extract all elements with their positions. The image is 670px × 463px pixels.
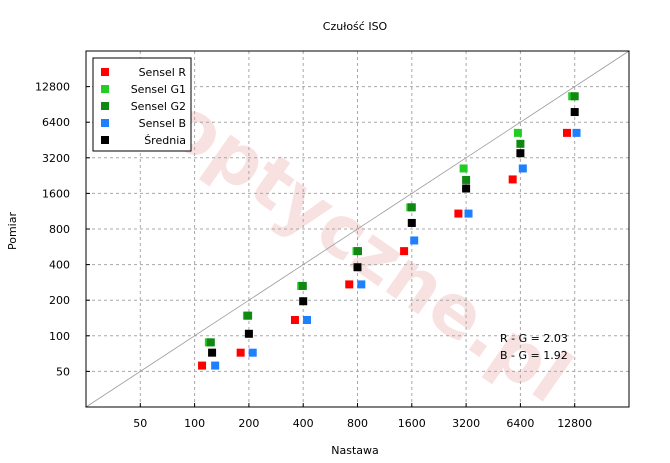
point-series-2: [244, 311, 253, 320]
point-series-0: [508, 175, 517, 184]
point-series-3: [303, 316, 312, 325]
annotation-rg: R - G = 2.03: [500, 332, 568, 345]
point-series-3: [518, 164, 527, 173]
point-series-2: [298, 281, 307, 290]
legend-label: Średnia: [144, 134, 186, 147]
point-series-3: [357, 280, 366, 289]
y-tick-label: 50: [56, 365, 70, 378]
x-tick-label: 200: [238, 417, 259, 430]
y-tick-label: 800: [49, 223, 70, 236]
point-series-4: [516, 149, 525, 158]
point-series-3: [572, 128, 581, 137]
point-series-4: [299, 297, 308, 306]
point-series-2: [462, 175, 471, 184]
reference-line: [85, 50, 630, 408]
y-axis-label: Pomiar: [6, 212, 19, 250]
point-series-2: [570, 92, 579, 101]
x-axis: 50 100 200 400 800 1600 3200 6400 12800: [133, 403, 592, 430]
y-tick-label: 400: [49, 259, 70, 272]
point-series-3: [211, 361, 220, 370]
y-axis: 50 100 200 400 800 1600 3200 6400 12800: [35, 81, 90, 378]
point-series-0: [562, 128, 571, 137]
data-points: [198, 92, 581, 370]
y-tick-label: 3200: [42, 152, 70, 165]
point-series-1: [459, 164, 468, 173]
point-series-4: [570, 108, 579, 117]
point-series-0: [400, 247, 409, 256]
x-tick-label: 800: [347, 417, 368, 430]
chart-title: Czułość ISO: [323, 20, 388, 33]
x-tick-label: 50: [133, 417, 147, 430]
point-series-0: [454, 209, 463, 218]
point-series-3: [248, 348, 257, 357]
point-series-2: [353, 247, 362, 256]
y-tick-label: 1600: [42, 187, 70, 200]
legend-label: Sensel G2: [131, 100, 186, 113]
grid: [86, 51, 629, 407]
point-series-0: [290, 316, 299, 325]
legend-swatch: [101, 85, 109, 93]
x-tick-label: 400: [293, 417, 314, 430]
point-series-4: [407, 218, 416, 227]
point-series-4: [462, 184, 471, 193]
point-series-0: [236, 348, 245, 357]
x-tick-label: 12800: [557, 417, 592, 430]
legend-label: Sensel B: [139, 117, 186, 130]
point-series-2: [407, 203, 416, 212]
annotation-bg: B - G = 1.92: [500, 349, 568, 362]
point-series-3: [410, 236, 419, 245]
x-axis-label: Nastawa: [331, 444, 379, 457]
x-tick-label: 6400: [506, 417, 534, 430]
legend-label: Sensel G1: [131, 83, 186, 96]
x-tick-label: 3200: [452, 417, 480, 430]
legend-swatch: [101, 119, 109, 127]
legend-label: Sensel R: [139, 66, 187, 79]
legend: Sensel R Sensel G1 Sensel G2 Sensel B Średni…: [92, 57, 192, 152]
point-series-1: [513, 128, 522, 137]
legend-swatch: [101, 102, 109, 110]
legend-swatch: [101, 68, 109, 76]
y-tick-label: 100: [49, 330, 70, 343]
point-series-3: [464, 209, 473, 218]
point-series-0: [345, 280, 354, 289]
point-series-2: [206, 338, 215, 347]
point-series-4: [353, 263, 362, 272]
y-tick-label: 6400: [42, 116, 70, 129]
legend-box: [92, 57, 192, 152]
point-series-2: [516, 139, 525, 148]
y-tick-label: 200: [49, 294, 70, 307]
point-series-0: [198, 361, 207, 370]
y-tick-label: 12800: [35, 81, 70, 94]
point-series-4: [208, 348, 217, 357]
x-tick-label: 1600: [398, 417, 426, 430]
legend-swatch: [101, 136, 109, 144]
point-series-4: [244, 329, 253, 338]
x-tick-label: 100: [184, 417, 205, 430]
